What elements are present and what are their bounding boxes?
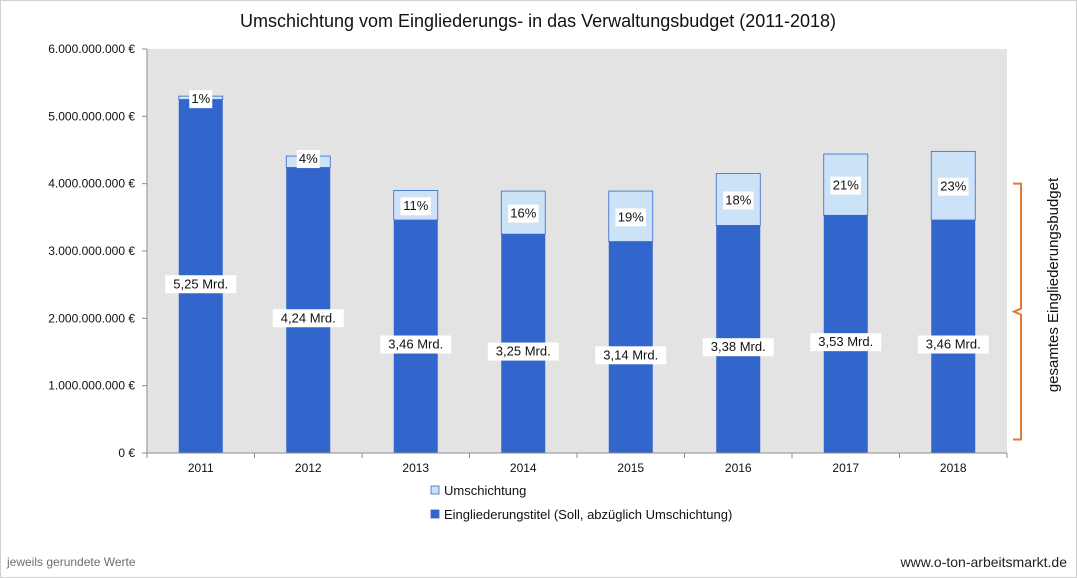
y-tick-label: 2.000.000.000 € [48, 311, 135, 325]
x-tick-label: 2014 [510, 461, 537, 475]
data-label-umschichtung: 4% [299, 151, 318, 166]
data-label-eingliederungstitel: 3,25 Mrd. [496, 344, 551, 359]
data-label-box [380, 335, 452, 354]
y-tick-label: 1.000.000.000 € [48, 379, 135, 393]
data-label-box [615, 208, 646, 227]
data-label-umschichtung: 11% [403, 198, 428, 213]
data-label-eingliederungstitel: 3,46 Mrd. [926, 337, 981, 352]
x-tick-label: 2011 [188, 461, 214, 475]
footer-source[interactable]: www.o-ton-arbeitsmarkt.de [900, 554, 1067, 570]
y-tick-label: 4.000.000.000 € [48, 177, 135, 191]
legend: Umschichtung Eingliederungstitel (Soll, a… [430, 483, 732, 522]
data-label-box [830, 176, 861, 195]
data-label-box [810, 333, 882, 352]
bracket-label: gesamtes Eingliederungsbudget [1045, 177, 1062, 392]
data-label-eingliederungstitel: 4,24 Mrd. [281, 310, 336, 325]
data-label-eingliederungstitel: 3,46 Mrd. [388, 337, 443, 352]
data-label-eingliederungstitel: 3,38 Mrd. [711, 339, 766, 354]
bracket-line [1011, 182, 1022, 441]
chart-title: Umschichtung vom Eingliederungs- in das … [240, 11, 836, 31]
data-label-eingliederungstitel: 3,14 Mrd. [603, 347, 658, 362]
data-label-box [702, 338, 774, 357]
y-axis: 0 € 1.000.000.000 € 2.000.000.000 € 3.000.0… [48, 42, 148, 460]
legend-swatch [430, 509, 440, 519]
y-tick-label: 6.000.000.000 € [48, 42, 135, 56]
data-label-box [272, 309, 344, 328]
x-axis: 2011 2012 2013 2014 2015 2016 2017 2018 [146, 452, 1008, 475]
plot-area [147, 49, 1007, 453]
legend-swatch [430, 485, 440, 495]
data-label-box [508, 204, 539, 223]
data-label-umschichtung: 23% [940, 179, 966, 194]
x-tick-label: 2018 [940, 461, 967, 475]
data-label-umschichtung: 1% [191, 91, 210, 106]
data-label-box [189, 90, 213, 109]
data-label-umschichtung: 16% [510, 206, 536, 221]
legend-label: Umschichtung [444, 483, 526, 498]
y-tick-label: 3.000.000.000 € [48, 244, 135, 258]
data-label-box [723, 191, 754, 210]
data-label-umschichtung: 18% [725, 192, 751, 207]
budget-bracket [1011, 182, 1022, 441]
data-label-eingliederungstitel: 3,53 Mrd. [818, 334, 873, 349]
y-tick-label: 0 € [118, 446, 135, 460]
data-label-box [296, 150, 320, 169]
data-label-umschichtung: 19% [618, 209, 644, 224]
x-tick-label: 2013 [402, 461, 429, 475]
data-label-box [487, 342, 559, 361]
bars: 5,25 Mrd. 1% 4,24 Mrd. 4% 3,46 Mrd. 11% 3,25 M… [165, 90, 989, 454]
data-label-box [595, 346, 667, 365]
data-label-umschichtung: 21% [833, 178, 859, 193]
data-label-eingliederungstitel: 5,25 Mrd. [173, 276, 228, 291]
data-label-box [400, 197, 431, 216]
data-label-box [938, 177, 969, 196]
x-tick-label: 2016 [725, 461, 752, 475]
data-label-box [165, 275, 237, 294]
x-tick-label: 2015 [617, 461, 644, 475]
x-tick-label: 2012 [295, 461, 322, 475]
data-label-box [917, 335, 989, 354]
y-tick-label: 5.000.000.000 € [48, 109, 135, 123]
legend-label: Eingliederungstitel (Soll, abzüglich Ums… [444, 507, 732, 522]
footer-note: jeweils gerundete Werte [7, 555, 136, 569]
x-tick-label: 2017 [832, 461, 859, 475]
